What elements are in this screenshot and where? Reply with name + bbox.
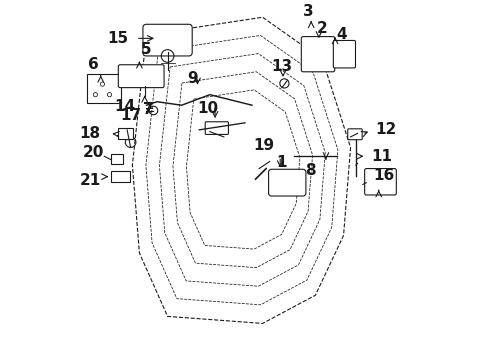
- FancyBboxPatch shape: [118, 65, 164, 87]
- Text: 12: 12: [375, 122, 396, 138]
- FancyBboxPatch shape: [87, 74, 121, 103]
- Text: 14: 14: [115, 99, 136, 114]
- FancyBboxPatch shape: [348, 129, 362, 140]
- Text: 15: 15: [108, 31, 129, 46]
- Text: 5: 5: [141, 42, 152, 57]
- FancyBboxPatch shape: [269, 169, 306, 196]
- Text: 11: 11: [371, 149, 392, 164]
- Text: 6: 6: [88, 57, 98, 72]
- Text: 18: 18: [79, 126, 101, 141]
- FancyBboxPatch shape: [111, 171, 129, 181]
- FancyBboxPatch shape: [365, 168, 396, 195]
- Text: 7: 7: [143, 102, 153, 117]
- Text: 20: 20: [83, 145, 104, 160]
- FancyBboxPatch shape: [111, 154, 122, 164]
- Text: 19: 19: [254, 138, 275, 153]
- Text: 2: 2: [317, 21, 327, 36]
- Text: 4: 4: [337, 27, 347, 42]
- FancyBboxPatch shape: [143, 24, 192, 56]
- Text: 21: 21: [79, 174, 101, 188]
- Text: 8: 8: [305, 163, 316, 178]
- Text: 13: 13: [271, 59, 293, 73]
- Text: 9: 9: [187, 71, 197, 86]
- FancyBboxPatch shape: [205, 122, 228, 134]
- Text: 17: 17: [120, 108, 141, 123]
- Text: 10: 10: [197, 101, 219, 116]
- FancyBboxPatch shape: [118, 128, 133, 139]
- Text: 1: 1: [277, 155, 287, 170]
- Text: 3: 3: [303, 4, 314, 19]
- Text: 16: 16: [373, 168, 394, 183]
- FancyBboxPatch shape: [301, 37, 335, 72]
- FancyBboxPatch shape: [333, 40, 356, 68]
